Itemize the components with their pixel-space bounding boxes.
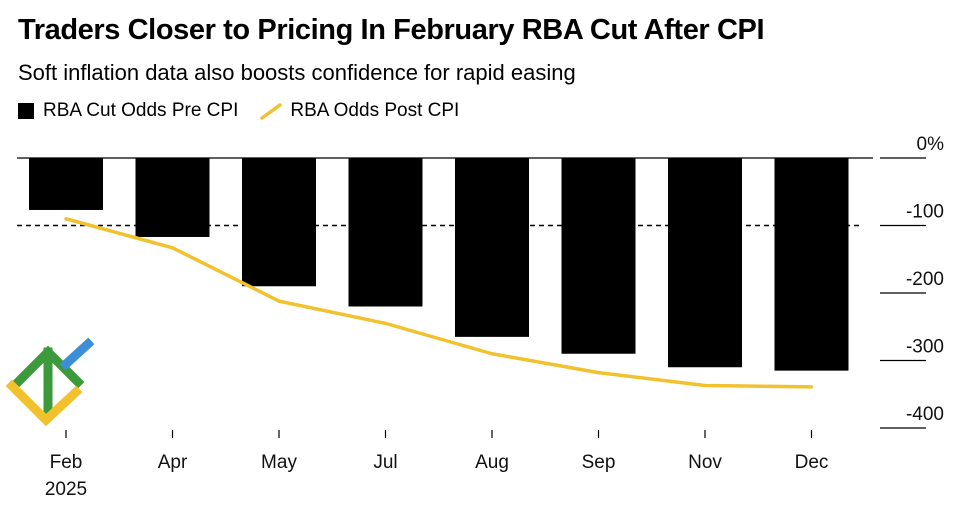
logo-icon: [12, 344, 88, 420]
brand-logo: [0, 0, 962, 507]
